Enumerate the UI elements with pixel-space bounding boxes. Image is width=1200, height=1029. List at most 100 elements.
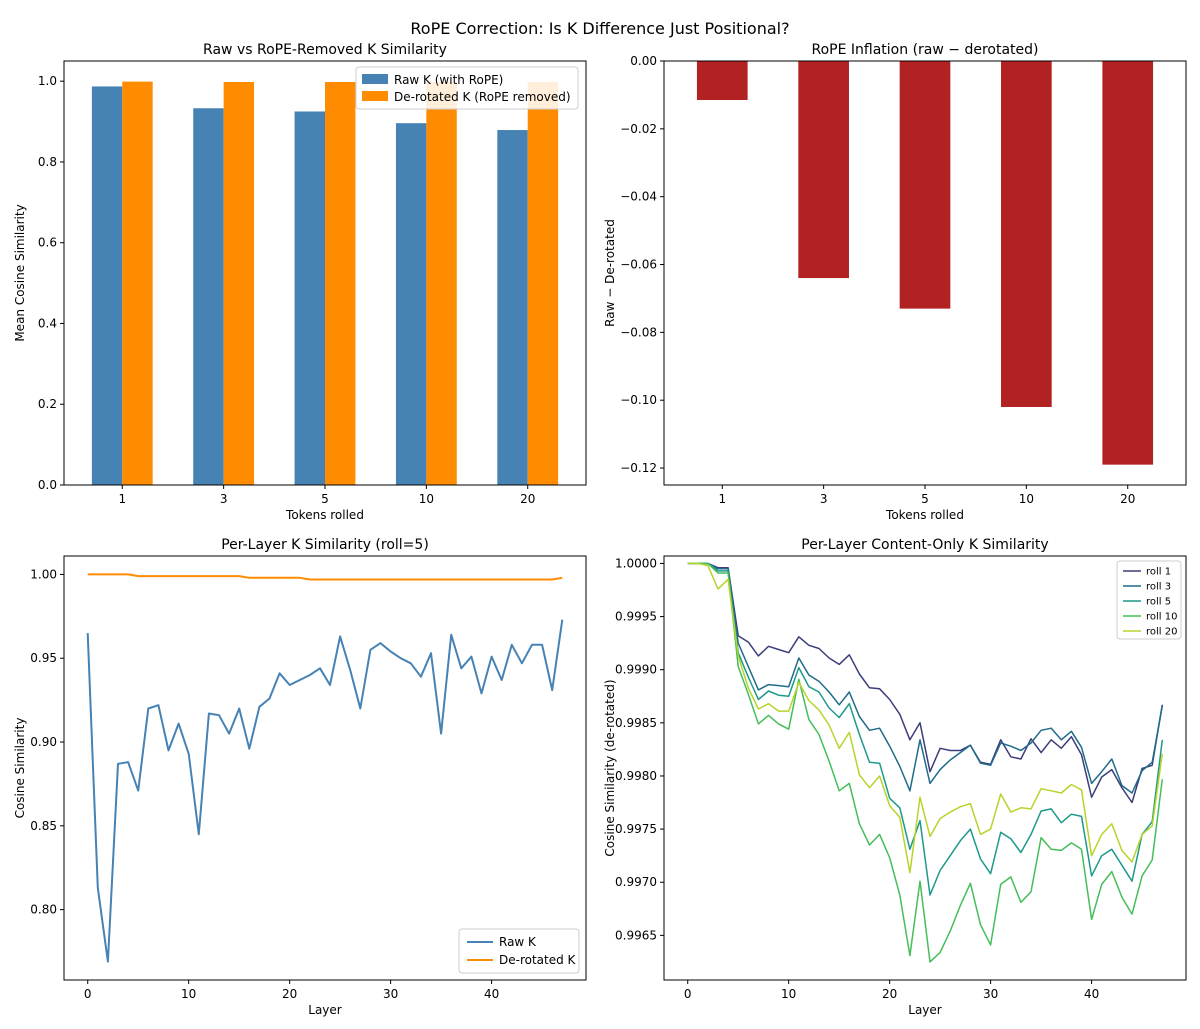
y-axis-label: Mean Cosine Similarity (13, 204, 27, 341)
x-tick-label: 10 (419, 492, 434, 506)
x-tick-label: 20 (882, 987, 897, 1001)
y-tick-label: 1.0 (38, 74, 57, 88)
x-tick-label: 10 (1019, 492, 1034, 506)
y-tick-label: 0.9975 (615, 822, 657, 836)
bar-inflation-3 (798, 61, 849, 279)
x-tick-label: 20 (1120, 492, 1135, 506)
x-tick-label: 3 (820, 492, 828, 506)
legend-label: De-rotated K (499, 953, 577, 967)
bar-derot-5 (325, 81, 356, 485)
y-tick-label: −0.12 (620, 461, 657, 475)
x-tick-label: 40 (1084, 987, 1099, 1001)
x-tick-label: 20 (282, 987, 297, 1001)
x-axis-label: Layer (308, 1003, 342, 1017)
y-tick-label: 0.00 (630, 54, 657, 68)
figure-suptitle: RoPE Correction: Is K Difference Just Po… (410, 19, 789, 38)
y-tick-label: 0.6 (38, 236, 57, 250)
bar-derot-3 (223, 81, 255, 485)
x-tick-label: 20 (520, 492, 535, 506)
y-tick-label: −0.10 (620, 393, 657, 407)
x-tick-label: 3 (220, 492, 228, 506)
x-axis-label: Tokens rolled (285, 508, 364, 522)
x-axis-label: Layer (908, 1003, 942, 1017)
legend-label: De-rotated K (RoPE removed) (394, 90, 571, 104)
y-tick-label: −0.08 (620, 325, 657, 339)
y-tick-label: −0.04 (620, 190, 657, 204)
series-line-roll20 (687, 562, 1164, 874)
series-line-roll1 (687, 562, 1164, 804)
legend-label: Raw K (with RoPE) (394, 73, 503, 87)
y-tick-label: 0.4 (38, 316, 57, 330)
legend-label: roll 20 (1146, 627, 1177, 638)
y-tick-label: −0.06 (620, 258, 657, 272)
chart-per-layer-content-line: Per-Layer Content-Only K Similarity Layer… (603, 537, 1187, 1017)
legend-box (458, 928, 580, 974)
bar-derot-10 (426, 81, 457, 485)
y-tick-label: 0.90 (30, 735, 57, 749)
bar-raw-20 (497, 130, 528, 485)
y-tick-label: 1.00 (30, 567, 57, 581)
x-tick-label: 5 (321, 492, 329, 506)
y-tick-label: 0.9990 (615, 663, 657, 677)
legend-swatch-derot (362, 91, 388, 101)
y-tick-label: 0.2 (38, 397, 57, 411)
x-tick-label: 5 (921, 492, 929, 506)
y-tick-label: 0.9985 (615, 716, 657, 730)
x-axis-label: Tokens rolled (885, 508, 964, 522)
bar-raw-10 (395, 123, 427, 485)
x-tick-label: 40 (484, 987, 499, 1001)
chart-per-layer-similarity-line: Per-Layer K Similarity (roll=5) Layer Cosi… (13, 537, 587, 1017)
series-line-derot (87, 573, 563, 581)
y-tick-label: 0.80 (30, 903, 57, 917)
legend-box (355, 66, 579, 110)
y-tick-label: 0.8 (38, 155, 57, 169)
bar-derot-1 (122, 81, 153, 485)
y-tick-label: 0.9965 (615, 928, 657, 942)
bar-inflation-1 (696, 61, 748, 101)
chart-raw-vs-derotated-bar: Raw vs RoPE-Removed K Similarity Tokens r… (13, 42, 587, 522)
x-tick-label: 10 (781, 987, 796, 1001)
y-tick-label: 0.9980 (615, 769, 657, 783)
x-tick-label: 0 (684, 987, 692, 1001)
x-tick-label: 10 (181, 987, 196, 1001)
x-tick-label: 1 (718, 492, 726, 506)
y-axis-label: Cosine Similarity (13, 718, 27, 819)
legend-label: Raw K (499, 935, 537, 949)
chart-title: Raw vs RoPE-Removed K Similarity (203, 42, 447, 58)
y-axis-label: Raw − De-rotated (603, 219, 617, 327)
chart-rope-inflation-bar: RoPE Inflation (raw − derotated) Tokens r… (603, 42, 1187, 522)
y-tick-label: 0.9970 (615, 875, 657, 889)
y-axis-label: Cosine Similarity (de-rotated) (603, 679, 617, 856)
legend-swatch-raw (362, 74, 388, 84)
chart-title: Per-Layer Content-Only K Similarity (801, 537, 1048, 553)
series-line-roll10 (687, 562, 1164, 963)
axes-frame (663, 555, 1187, 981)
axes-frame (63, 555, 587, 981)
x-tick-label: 30 (983, 987, 998, 1001)
x-tick-label: 30 (383, 987, 398, 1001)
bar-inflation-20 (1102, 61, 1154, 465)
chart-title: RoPE Inflation (raw − derotated) (812, 42, 1039, 58)
y-tick-label: 0.95 (30, 651, 57, 665)
y-tick-label: −0.02 (620, 122, 657, 136)
bar-derot-20 (527, 81, 559, 485)
legend-label: roll 10 (1146, 612, 1177, 623)
bar-inflation-5 (899, 61, 951, 309)
bar-raw-5 (294, 111, 325, 485)
bar-inflation-10 (1001, 61, 1052, 407)
legend-label: roll 5 (1146, 597, 1171, 608)
legend-label: roll 3 (1146, 582, 1171, 593)
chart-title: Per-Layer K Similarity (roll=5) (221, 537, 429, 553)
y-tick-label: 0.0 (38, 478, 57, 492)
series-line-roll5 (687, 562, 1164, 896)
series-line-roll3 (687, 562, 1164, 794)
series-line-raw (86, 619, 564, 963)
legend-box (1116, 560, 1182, 640)
y-tick-label: 0.9995 (615, 610, 657, 624)
x-tick-label: 0 (84, 987, 92, 1001)
bar-raw-3 (193, 108, 224, 485)
y-tick-label: 1.0000 (615, 556, 657, 570)
legend-label: roll 1 (1146, 567, 1171, 578)
x-tick-label: 1 (118, 492, 126, 506)
